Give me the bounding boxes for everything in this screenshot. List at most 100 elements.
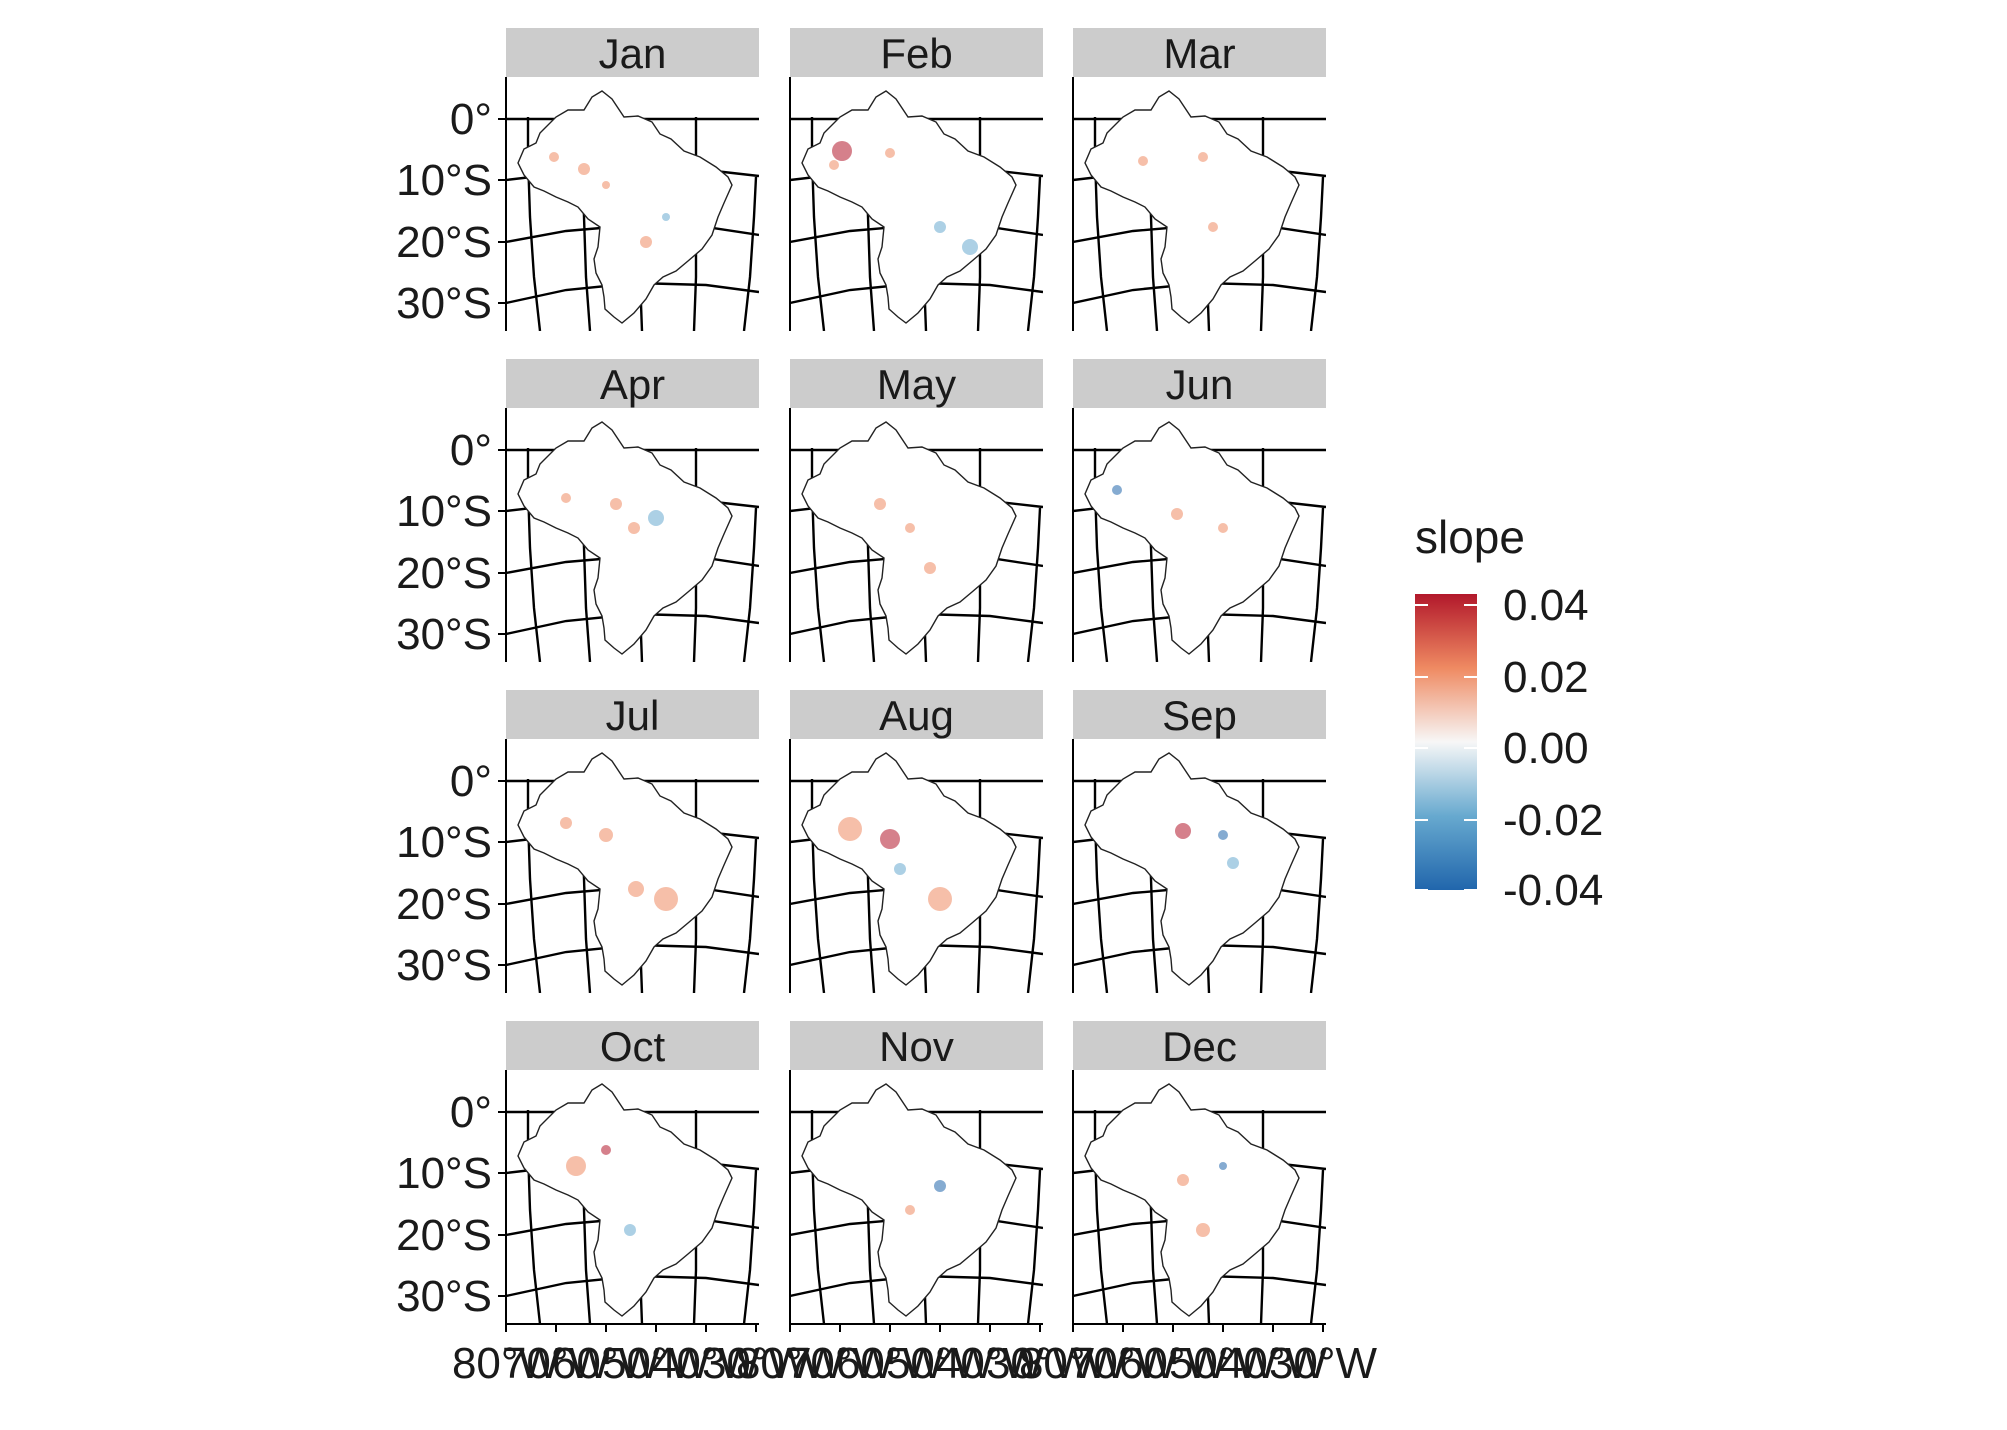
facet-strip: [506, 28, 759, 77]
facet-panel: Oct 0° 10°S 20°S 30°S 80°W70°W60°W50°W40°W30°…: [396, 1021, 810, 1388]
graticule-line: [810, 117, 826, 331]
slope-patch: [832, 141, 852, 161]
slope-patch: [566, 1156, 586, 1176]
graticule-line: [742, 176, 758, 331]
x-tick-label: 70°W: [1069, 1339, 1178, 1388]
slope-patch: [885, 148, 895, 158]
graticule-line: [810, 779, 826, 993]
y-tick-label: 0°: [450, 1088, 492, 1137]
facet-strip: [506, 690, 759, 739]
brazil-outline: [1084, 421, 1300, 655]
map-area: [790, 752, 1043, 993]
slope-patch: [1112, 485, 1122, 495]
x-tick-label: 50°W: [886, 1339, 995, 1388]
legend-ticks: 0.04 0.02 0.00 -0.02 -0.04: [1415, 581, 1603, 915]
slope-patch: [928, 887, 952, 911]
facet-label: Apr: [600, 361, 665, 408]
facet-strip: [1073, 359, 1326, 408]
slope-patch: [1171, 508, 1183, 520]
slope-patch: [934, 1180, 946, 1192]
graticule-line: [526, 117, 542, 331]
graticule-line: [1309, 838, 1325, 993]
y-tick-label: 30°S: [396, 1272, 492, 1321]
brazil-outline: [1084, 90, 1300, 324]
slope-patch: [1218, 830, 1228, 840]
map-area: [790, 1083, 1043, 1324]
legend-label: 0.02: [1503, 653, 1589, 702]
y-tick-label: 30°S: [396, 279, 492, 328]
graticule-line: [526, 779, 542, 993]
graticule-line: [1309, 176, 1325, 331]
brazil-outline: [801, 421, 1017, 655]
map-area: [1073, 752, 1326, 993]
facet-panel: May: [789, 359, 1043, 662]
x-tick-label: 80°W: [1019, 1339, 1128, 1388]
graticule-line: [1093, 1110, 1109, 1324]
facet-strip: [790, 1021, 1043, 1070]
map-area: [790, 421, 1043, 662]
y-tick-label: 20°S: [396, 880, 492, 929]
slope-patch: [905, 1205, 915, 1215]
slope-patch: [662, 213, 670, 221]
graticule-line: [1026, 507, 1042, 662]
graticule-line: [742, 507, 758, 662]
graticule-line: [742, 1169, 758, 1324]
slope-patch: [1175, 823, 1191, 839]
slope-patch: [934, 221, 946, 233]
facet-label: Jun: [1166, 361, 1234, 408]
graticule-line: [1309, 507, 1325, 662]
map-area: [506, 90, 759, 331]
x-tick-label: 80°W: [736, 1339, 845, 1388]
facet-strip: [790, 28, 1043, 77]
brazil-outline: [801, 90, 1017, 324]
brazil-outline: [1084, 1083, 1300, 1317]
legend: slope 0.04 0.02 0.00 -0.02 -0.04: [1415, 511, 1603, 915]
graticule-line: [1026, 838, 1042, 993]
slope-patch: [894, 863, 906, 875]
facet-label: Sep: [1162, 692, 1237, 739]
facet-label: Nov: [879, 1023, 954, 1070]
facet-strip: [506, 359, 759, 408]
slope-patch: [838, 817, 862, 841]
y-tick-label: 10°S: [396, 1149, 492, 1198]
slope-patch: [602, 181, 610, 189]
facet-label: Jan: [599, 30, 667, 77]
facet-strip: [790, 690, 1043, 739]
slope-patch: [874, 498, 886, 510]
graticule-line: [1026, 1169, 1042, 1324]
slope-patch: [560, 817, 572, 829]
map-area: [1073, 90, 1326, 331]
facet-strip: [1073, 28, 1326, 77]
x-tick-label: 60°W: [836, 1339, 945, 1388]
graticule-line: [1093, 779, 1109, 993]
facet-strip: [506, 1021, 759, 1070]
y-tick-label: 10°S: [396, 818, 492, 867]
slope-patch: [1208, 222, 1218, 232]
slope-patch: [924, 562, 936, 574]
facet-label: Aug: [879, 692, 954, 739]
brazil-outline: [801, 1083, 1017, 1317]
facet-panel: Mar: [1072, 28, 1326, 331]
slope-patch: [628, 881, 644, 897]
x-tick-label: 30°W: [702, 1339, 811, 1388]
brazil-outline: [1084, 752, 1300, 986]
x-tick-label: 70°W: [502, 1339, 611, 1388]
y-tick-label: 30°S: [396, 610, 492, 659]
slope-patch: [624, 1224, 636, 1236]
slope-patch: [829, 160, 839, 170]
slope-patch: [1196, 1223, 1210, 1237]
facet-label: Dec: [1162, 1023, 1237, 1070]
facet-panel: Jan 0° 10°S 20°S 30°S: [396, 28, 759, 331]
legend-colorbar: [1415, 594, 1477, 890]
slope-patch: [601, 1145, 611, 1155]
y-tick-label: 20°S: [396, 218, 492, 267]
legend-label: 0.04: [1503, 581, 1589, 630]
graticule-line: [526, 1110, 542, 1324]
graticule-line: [810, 448, 826, 662]
x-tick-label: 60°W: [1119, 1339, 1228, 1388]
facet-label: May: [877, 361, 956, 408]
slope-patch: [1227, 857, 1239, 869]
facet-panel: Jun: [1072, 359, 1326, 662]
slope-patch: [1219, 1162, 1227, 1170]
